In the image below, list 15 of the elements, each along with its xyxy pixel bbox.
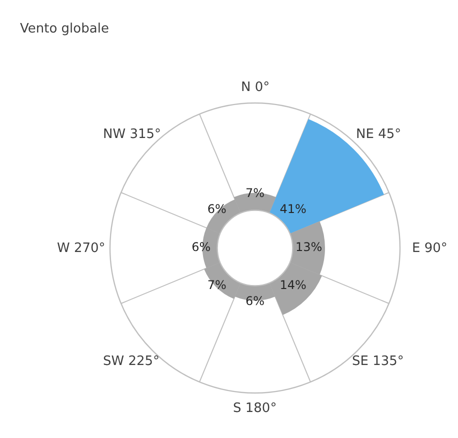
text: Vento globale (20, 22, 109, 37)
data-label: 6% (207, 202, 226, 216)
category-label: NE 45° (356, 127, 402, 142)
category-label: SW 225° (103, 354, 160, 369)
category-label: SE 135° (352, 354, 404, 369)
category-label: N 0° (241, 80, 270, 95)
category-label: NW 315° (103, 127, 162, 142)
data-label: 6% (245, 294, 265, 308)
data-label: 14% (280, 278, 306, 292)
category-label: E 90° (412, 241, 448, 256)
category-label: W 270° (57, 241, 106, 256)
data-label: 13% (296, 240, 322, 254)
category-label: S 180° (233, 401, 277, 416)
data-label: 6% (192, 240, 211, 254)
data-label: 41% (280, 202, 306, 216)
